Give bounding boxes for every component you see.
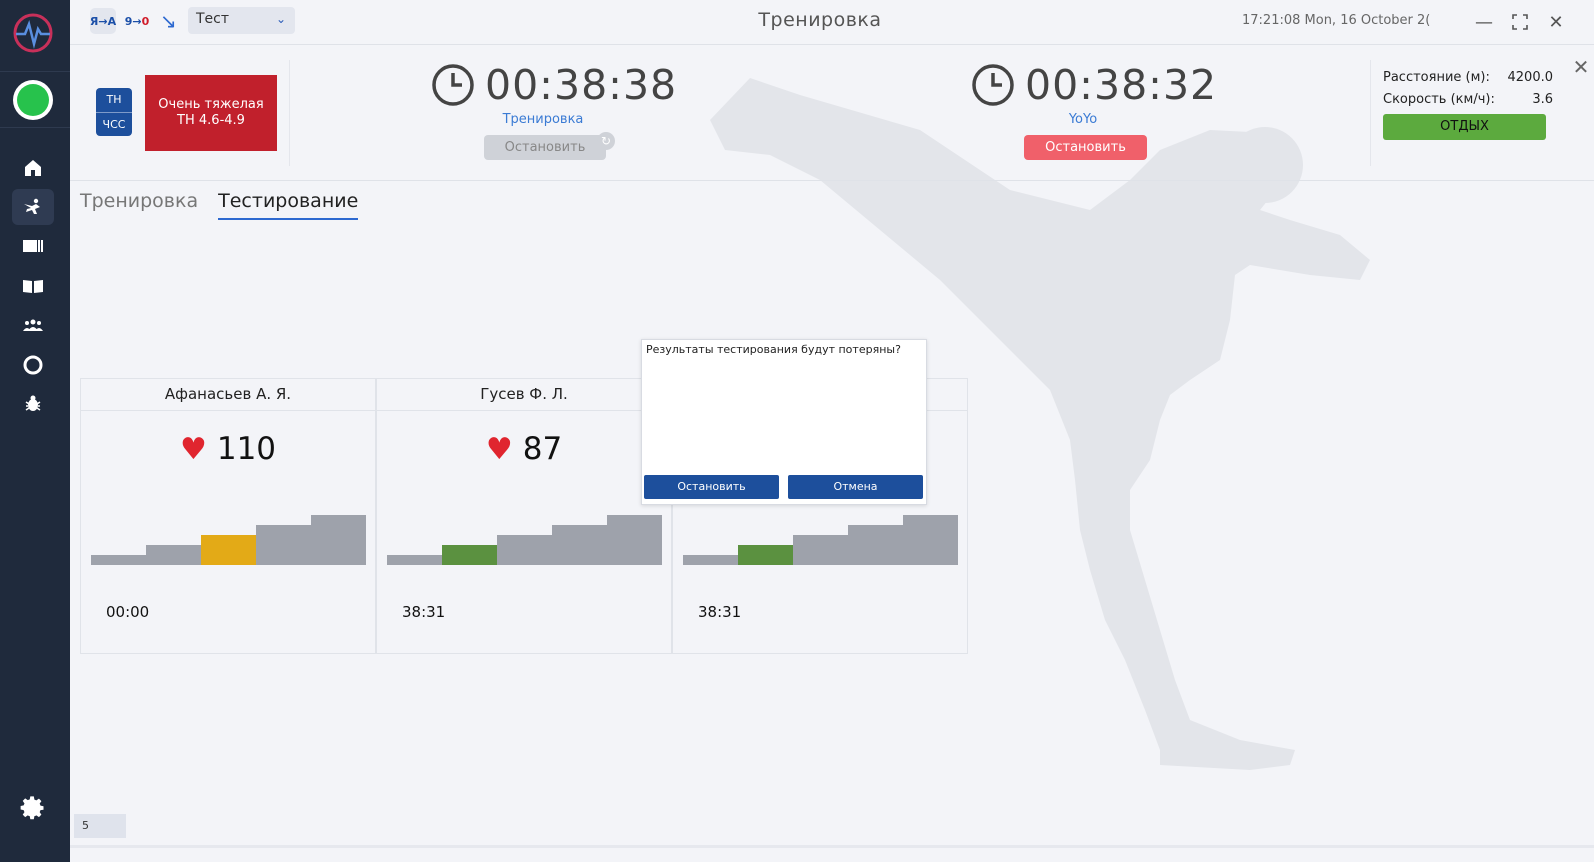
zone-bar	[146, 545, 201, 565]
tab-testing[interactable]: Тестирование	[218, 186, 359, 220]
number-sort-label-end: 0	[141, 14, 150, 28]
book-icon[interactable]	[12, 268, 54, 304]
chevron-down-icon: ⌄	[275, 12, 286, 26]
dialog-message: Результаты тестирования будут потеряны?	[646, 343, 901, 356]
athlete-time: 38:31	[402, 603, 446, 621]
mode-select-value: Тест	[196, 11, 230, 27]
zone-bars	[683, 513, 959, 565]
athlete-card[interactable]: Гусев Ф. Л. ♥ 87 38:31	[376, 378, 672, 654]
settings-gear-icon[interactable]	[16, 794, 50, 822]
sort-direction-arrow-icon[interactable]: ↘	[160, 9, 177, 33]
th-label: ТН	[106, 93, 122, 106]
zone-bar	[442, 545, 497, 565]
clock-icon	[432, 64, 474, 106]
top-bar: Я→А 9→ 0 ↘ Тест ⌄ Тренировка 17:21:08 Mon…	[70, 0, 1594, 45]
header-divider	[289, 60, 290, 166]
mode-select[interactable]: Тест ⌄	[188, 7, 295, 34]
distance-value: 4200.0	[1507, 70, 1554, 85]
hr-label: ЧСС	[96, 112, 132, 136]
datetime: 17:21:08 Mon, 16 October 2(	[1242, 13, 1431, 28]
sidebar-divider	[0, 127, 70, 128]
number-sort-button[interactable]: 9→ 0	[122, 8, 152, 34]
speed-label: Скорость (км/ч):	[1383, 92, 1495, 107]
intensity-zone-badge: Очень тяжелая ТН 4.6-4.9	[145, 75, 277, 151]
zone-bar	[552, 525, 607, 565]
cancel-button[interactable]: Отмена	[788, 475, 923, 499]
zone-bar	[848, 525, 903, 565]
monitor-icon[interactable]	[12, 228, 54, 264]
zone-bars	[91, 513, 367, 565]
speed-value: 3.6	[1532, 92, 1553, 107]
zone-range: ТН 4.6-4.9	[177, 113, 245, 128]
zone-bar	[91, 555, 146, 565]
minimize-icon[interactable]: —	[1475, 11, 1493, 33]
zone-bar	[201, 535, 256, 565]
zone-bar	[683, 555, 738, 565]
yoyo-time: 00:38:32	[1025, 61, 1218, 109]
load-metric-toggle[interactable]: ТН ЧСС	[96, 88, 132, 136]
app-logo-icon	[13, 13, 53, 53]
sidebar	[0, 0, 70, 862]
close-window-icon[interactable]: ✕	[1548, 11, 1564, 33]
session-header: ТН ЧСС Очень тяжелая ТН 4.6-4.9 00:38:38…	[70, 45, 1594, 181]
yoyo-timer-label: YoYo	[1068, 112, 1098, 127]
refresh-icon[interactable]: ↻	[597, 132, 615, 150]
zone-bars	[387, 513, 663, 565]
fullscreen-icon[interactable]	[1506, 8, 1534, 36]
avatar[interactable]	[13, 80, 53, 120]
zone-bar	[607, 515, 662, 565]
bug-icon[interactable]	[12, 386, 54, 422]
confirm-stop-button[interactable]: Остановить	[644, 475, 779, 499]
clock-icon	[972, 64, 1014, 106]
athlete-time: 00:00	[106, 603, 150, 621]
zone-bar	[738, 545, 793, 565]
zone-name: Очень тяжелая	[158, 97, 264, 112]
circle-icon[interactable]	[12, 347, 54, 383]
window-title: Тренировка	[758, 9, 882, 31]
distance-label: Расстояние (м):	[1383, 70, 1490, 85]
zone-bar	[903, 515, 958, 565]
zone-bar	[256, 525, 311, 565]
number-sort-label: 9→	[124, 14, 142, 28]
stats-panel: Расстояние (м): 4200.0 Скорость (км/ч): 3.…	[1383, 67, 1553, 111]
athlete-time: 38:31	[698, 603, 742, 621]
heart-icon: ♥	[179, 432, 207, 467]
zone-bar	[793, 535, 848, 565]
zone-bar	[387, 555, 442, 565]
heart-icon: ♥	[485, 432, 513, 467]
heart-rate-value: 87	[522, 431, 563, 467]
skater-icon[interactable]	[12, 189, 54, 225]
training-timer-label: Тренировка	[502, 112, 584, 127]
tab-training[interactable]: Тренировка	[80, 190, 199, 212]
yoyo-timer: 00:38:32	[971, 61, 1217, 109]
training-time: 00:38:38	[485, 61, 678, 109]
sidebar-divider	[0, 71, 70, 72]
zone-bar	[497, 535, 552, 565]
close-panel-icon[interactable]: ✕	[1572, 55, 1590, 79]
training-timer: 00:38:38	[431, 61, 677, 109]
athlete-name: Гусев Ф. Л.	[377, 379, 671, 411]
team-icon[interactable]	[12, 307, 54, 343]
page-badge: 5	[74, 814, 126, 838]
zone-bar	[311, 515, 366, 565]
athlete-name: Афанасьев А. Я.	[81, 379, 375, 411]
rest-button[interactable]: ОТДЫХ	[1383, 114, 1546, 140]
view-tabs: Тренировка Тестирование	[80, 186, 378, 222]
confirm-dialog: Результаты тестирования будут потеряны? …	[641, 339, 927, 505]
home-icon[interactable]	[12, 150, 54, 186]
athlete-card[interactable]: Афанасьев А. Я. ♥ 110 00:00	[80, 378, 376, 654]
name-sort-button[interactable]: Я→А	[90, 8, 116, 34]
header-divider	[1370, 60, 1371, 166]
stop-training-button[interactable]: Остановить	[484, 135, 606, 160]
bottom-divider	[70, 845, 1594, 848]
stop-yoyo-button[interactable]: Остановить	[1024, 135, 1147, 160]
heart-rate-value: 110	[216, 431, 277, 467]
